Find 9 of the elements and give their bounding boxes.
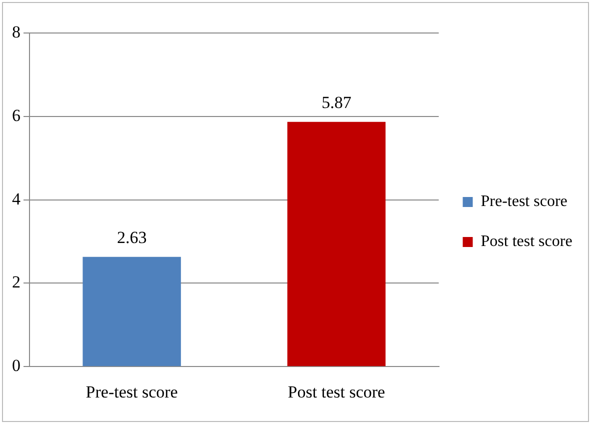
y-tick-label: 0	[12, 356, 20, 376]
data-label: 2.63	[116, 228, 147, 247]
y-tick-label: 2	[12, 272, 20, 292]
legend-label: Post test score	[480, 233, 572, 250]
legend-label: Pre-test score	[480, 193, 568, 210]
y-tick-label: 4	[12, 189, 21, 208]
y-tick-label: 6	[12, 106, 20, 125]
data-label: 5.87	[322, 92, 352, 112]
y-tick-label: 8	[12, 22, 20, 42]
